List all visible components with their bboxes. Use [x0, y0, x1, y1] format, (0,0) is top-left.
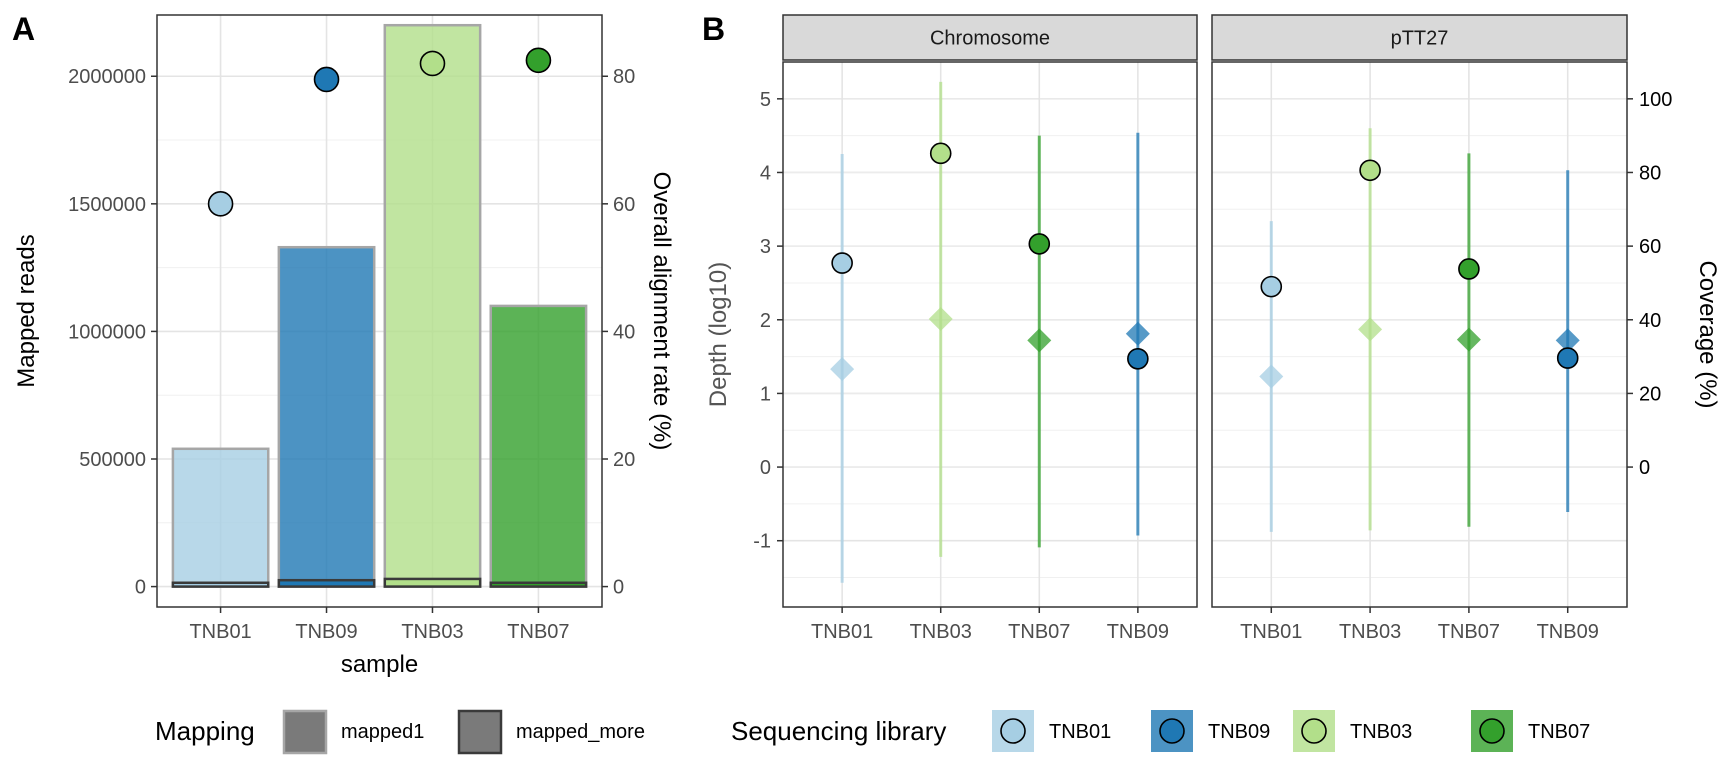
bar-mapped-more-TNB01 — [171, 581, 270, 588]
y2-tick-label: 20 — [1639, 383, 1661, 405]
x-tick-label-TNB03: TNB03 — [1339, 621, 1401, 643]
legend-title-mapping: Mapping — [155, 716, 255, 746]
y-tick-label: 3 — [760, 236, 771, 258]
y-tick-label: 0 — [135, 577, 146, 599]
legend-key-mapped1 — [282, 709, 328, 755]
x-tick-label-TNB07: TNB07 — [1008, 621, 1070, 643]
depth-mean-TNB03 — [1358, 317, 1383, 342]
x-tick-label-TNB01: TNB01 — [1240, 621, 1302, 643]
legend-label-TNB01: TNB01 — [1049, 721, 1111, 743]
bar-mapped-more-TNB07 — [489, 581, 588, 588]
legend: Mapping mapped1 mapped_more Sequencing libr… — [155, 709, 1590, 755]
point-alignment-rate-TNB03 — [419, 50, 446, 77]
y2-tick-label: 0 — [1639, 457, 1650, 479]
depth-mean-TNB09 — [1125, 321, 1150, 346]
y-axis-title: Depth (log10) — [705, 262, 732, 407]
facet-strip-label: Chromosome — [930, 28, 1050, 50]
facet-Chromosome: Chromosome TNB01 TNB03 TNB07 TNB09 — [782, 14, 1198, 643]
facet-border — [1211, 61, 1628, 608]
depth-mean-TNB07 — [1456, 327, 1481, 352]
facet-strip-label: pTT27 — [1391, 28, 1449, 50]
legend-label-TNB09: TNB09 — [1208, 721, 1270, 743]
point-alignment-rate-TNB01 — [207, 191, 234, 217]
panel-a-border — [156, 14, 603, 608]
x-tick-label-TNB07: TNB07 — [1438, 621, 1500, 643]
panel-letter-b: B — [702, 11, 725, 47]
depth-mean-TNB03 — [928, 307, 953, 332]
panel-letter-a: A — [12, 11, 35, 47]
panel-b: B Chromosome TNB01 TNB03 TNB07 TNB09 pTT27 TNB0… — [702, 11, 1721, 643]
facet-strip-Chromosome — [782, 14, 1198, 61]
point-alignment-rate-TNB09 — [313, 66, 340, 93]
coverage-point-TNB07 — [1458, 258, 1480, 280]
y2-tick-label: 60 — [1639, 236, 1661, 258]
bar-mapped1-TNB07 — [489, 304, 588, 588]
y-tick-label: 500000 — [79, 449, 146, 471]
y-tick-label: 2 — [760, 310, 771, 332]
coverage-point-TNB01 — [831, 252, 853, 274]
y-tick-label: -1 — [753, 531, 771, 553]
legend-label-mapped-more: mapped_more — [516, 721, 645, 743]
coverage-point-TNB03 — [1359, 159, 1381, 182]
depth-mean-TNB01 — [1259, 364, 1284, 389]
x-tick-label-TNB03: TNB03 — [401, 621, 463, 643]
y2-tick-label: 80 — [613, 66, 635, 88]
coverage-point-TNB01 — [1260, 275, 1283, 298]
facet-pTT27: pTT27 TNB01 TNB03 TNB07 TNB09 — [1211, 14, 1628, 643]
bar-mapped-more-TNB03 — [383, 577, 482, 588]
coverage-point-TNB03 — [929, 142, 952, 165]
coverage-point-TNB09 — [1556, 347, 1579, 369]
bar-mapped1-TNB03 — [383, 23, 482, 588]
legend-label-TNB07: TNB07 — [1528, 721, 1590, 743]
y2-tick-label: 0 — [613, 577, 624, 599]
bar-mapped1-TNB01 — [171, 447, 270, 588]
y-tick-label: 1000000 — [68, 321, 146, 343]
y-tick-label: 2000000 — [68, 66, 146, 88]
x-tick-label-TNB03: TNB03 — [910, 621, 972, 643]
x-axis-title: sample — [341, 651, 418, 678]
y-tick-label: 1500000 — [68, 194, 146, 216]
y2-tick-label: 60 — [613, 194, 635, 216]
legend-label-TNB03: TNB03 — [1350, 721, 1412, 743]
y2-axis-title: Coverage (%) — [1694, 260, 1721, 408]
y-tick-label: 5 — [760, 89, 771, 111]
legend-title-sequencing-library: Sequencing library — [731, 716, 946, 746]
depth-mean-TNB09 — [1555, 328, 1580, 353]
x-tick-label-TNB07: TNB07 — [507, 621, 569, 643]
x-tick-label-TNB09: TNB09 — [295, 621, 357, 643]
depth-mean-TNB01 — [830, 357, 855, 382]
panel-a: A 0 500000 1000000 1500000 2000000 0 20 40 60 80 TN… — [12, 11, 675, 678]
x-tick-label-TNB09: TNB09 — [1537, 621, 1599, 643]
y-tick-label: 4 — [760, 162, 771, 184]
facet-background — [1212, 62, 1627, 607]
x-tick-label-TNB01: TNB01 — [189, 621, 251, 643]
facet-border — [782, 61, 1198, 608]
x-tick-label-TNB09: TNB09 — [1107, 621, 1169, 643]
facet-strip-pTT27 — [1211, 14, 1628, 61]
y-axis-title: Mapped reads — [13, 234, 40, 387]
legend-key-point-TNB01 — [1000, 718, 1026, 744]
y2-tick-label: 40 — [613, 321, 635, 343]
legend-key-point-TNB09 — [1159, 718, 1185, 744]
bar-mapped-more-TNB09 — [277, 578, 376, 588]
y2-axis-title: Overall alignment rate (%) — [648, 172, 675, 451]
y2-tick-label: 40 — [1639, 310, 1661, 332]
legend-key-point-TNB07 — [1479, 718, 1505, 744]
point-alignment-rate-TNB07 — [525, 47, 552, 74]
depth-mean-TNB07 — [1027, 328, 1052, 353]
legend-label-mapped1: mapped1 — [341, 721, 424, 743]
y2-tick-label: 80 — [1639, 162, 1661, 184]
coverage-point-TNB07 — [1028, 233, 1051, 255]
bar-mapped1-TNB09 — [277, 245, 376, 588]
x-tick-label-TNB01: TNB01 — [811, 621, 873, 643]
coverage-point-TNB09 — [1127, 348, 1149, 370]
y2-tick-label: 20 — [613, 449, 635, 471]
y-tick-label: 1 — [760, 383, 771, 405]
legend-key-point-TNB03 — [1301, 718, 1327, 744]
y2-tick-label: 100 — [1639, 89, 1672, 111]
y-tick-label: 0 — [760, 457, 771, 479]
legend-key-mapped-more — [457, 709, 503, 755]
